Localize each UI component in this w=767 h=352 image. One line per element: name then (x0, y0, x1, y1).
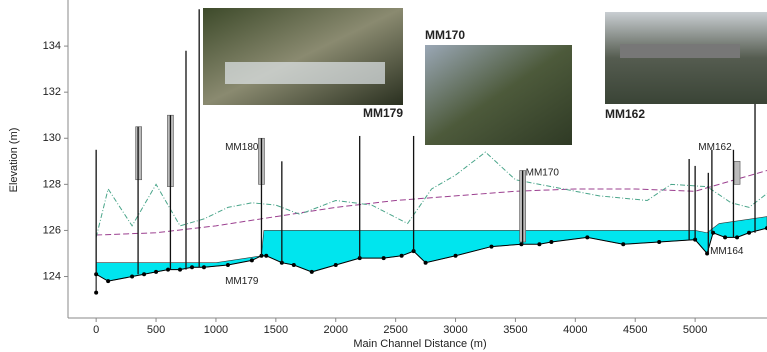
y-tick-label: 134 (43, 40, 61, 52)
x-axis-title: Main Channel Distance (m) (353, 338, 486, 350)
x-tick-label: 5000 (683, 324, 707, 336)
bed-point (142, 272, 147, 277)
bed-point (333, 263, 338, 267)
plot: 124 126 128 130 132 134 0 500 1000 1500 2000 2500 30… (43, 0, 767, 336)
annotation: MM164 (710, 246, 744, 257)
bed-point (453, 253, 458, 258)
bed-point (657, 239, 662, 244)
bed-point (130, 274, 135, 279)
bed-point (381, 256, 386, 261)
y-tick-label: 126 (43, 224, 61, 236)
structure-box (733, 161, 741, 185)
bed-point (723, 235, 728, 240)
bed-point (423, 260, 428, 265)
bed-point (189, 265, 194, 270)
bed-point (585, 235, 590, 240)
bed-point (621, 242, 626, 247)
bed-point (201, 265, 206, 270)
x-tick-label: 1000 (204, 324, 228, 336)
bed-point (489, 244, 494, 249)
photos: MM179 MM170 MM162 (203, 8, 767, 145)
bed-point (249, 258, 254, 263)
annotation: MM180 (225, 142, 259, 153)
bed-point (537, 242, 542, 247)
x-tick-label: 4500 (623, 324, 647, 336)
x-tick-label: 0 (93, 324, 99, 336)
y-tick-label: 130 (43, 132, 61, 144)
bed-point (94, 290, 99, 295)
x-tick-label: 4000 (563, 324, 587, 336)
bed-point (166, 267, 171, 272)
x-tick-label: 3500 (503, 324, 527, 336)
photo (425, 45, 572, 145)
photo-caption: MM170 (425, 28, 465, 42)
bed-point (399, 253, 404, 258)
bed-point (225, 263, 230, 267)
y-axis-title: Elevation (m) (8, 128, 20, 193)
y-tick-label: 124 (43, 270, 61, 282)
photo-caption: MM162 (605, 107, 645, 121)
y-tick-label: 132 (43, 86, 61, 98)
annotation: MM179 (225, 276, 259, 287)
bed-point (154, 269, 159, 274)
photo (203, 8, 403, 105)
x-tick-label: 1500 (264, 324, 288, 336)
bed-point (735, 235, 740, 240)
bank-line (95, 151, 767, 238)
x-tick-label: 3000 (443, 324, 467, 336)
bank-line (96, 170, 767, 236)
bed-point (264, 253, 269, 258)
photo-weir (225, 62, 385, 84)
photo-caption: MM179 (363, 106, 403, 120)
bed-point (291, 263, 296, 267)
x-tick-label: 500 (147, 324, 165, 336)
x-tick-label: 2500 (383, 324, 407, 336)
bed-point (747, 230, 752, 235)
bed-point (549, 239, 554, 244)
bed-point (106, 279, 111, 284)
photo-bridge (620, 44, 740, 58)
bed-point (309, 269, 314, 274)
annotation: MM170 (526, 167, 560, 178)
x-tick-label: 2000 (323, 324, 347, 336)
y-tick-label: 128 (43, 178, 61, 190)
bed-point (178, 267, 183, 272)
annotation: MM162 (698, 142, 732, 153)
